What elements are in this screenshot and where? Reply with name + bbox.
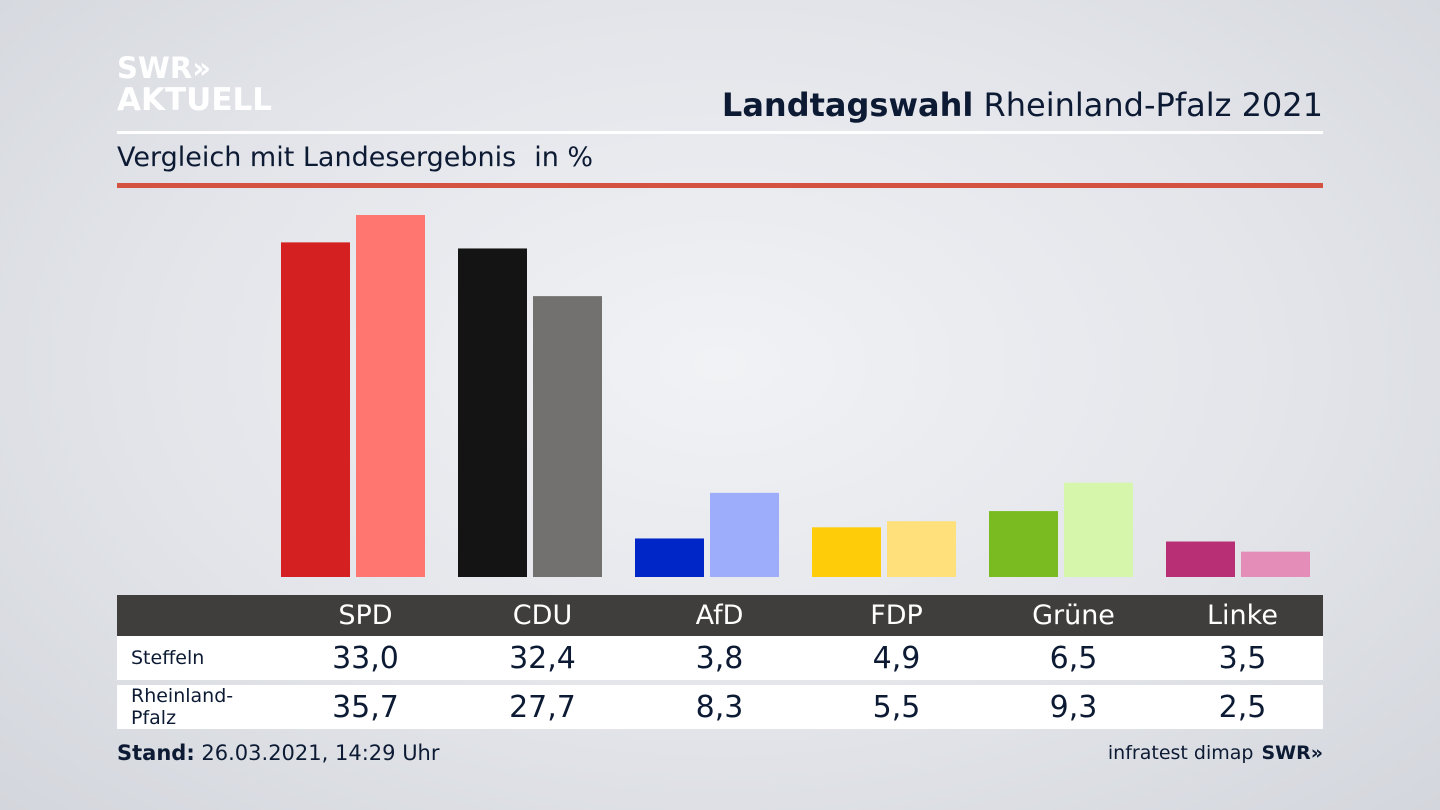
value-cell: 33,0 bbox=[277, 636, 454, 680]
title-bold: Landtagswahl bbox=[721, 86, 974, 124]
party-header: FDP bbox=[808, 595, 985, 636]
value-cell: 6,5 bbox=[985, 636, 1162, 680]
swr-aktuell-logo: SWR» AKTUELL bbox=[117, 54, 272, 116]
bar-spd-local bbox=[281, 242, 350, 577]
timestamp: Stand: 26.03.2021, 14:29 Uhr bbox=[117, 741, 440, 765]
party-header: SPD bbox=[277, 595, 454, 636]
chart-subtitle: Vergleich mit Landesergebnis in % bbox=[117, 142, 593, 173]
value-cell: 27,7 bbox=[454, 685, 631, 729]
value-cell: 3,8 bbox=[631, 636, 808, 680]
bar-grüne-state bbox=[1064, 482, 1133, 577]
value-cell: 35,7 bbox=[277, 685, 454, 729]
bar-chart bbox=[281, 215, 1310, 577]
party-header: AfD bbox=[631, 595, 808, 636]
value-cell: 3,5 bbox=[1162, 636, 1323, 680]
stand-label: Stand: bbox=[117, 741, 195, 765]
value-cell: 9,3 bbox=[985, 685, 1162, 729]
results-table: SPD CDU AfD FDP Grüne Linke Steffeln 33,… bbox=[117, 595, 1323, 729]
swr-small-logo: SWR» bbox=[1261, 742, 1323, 764]
bar-cdu-state bbox=[533, 296, 602, 577]
title-rest: Rheinland-Pfalz 2021 bbox=[983, 86, 1323, 124]
party-header: Grüne bbox=[985, 595, 1162, 636]
row-label: Rheinland-Pfalz bbox=[117, 685, 277, 729]
party-header: CDU bbox=[454, 595, 631, 636]
value-cell: 8,3 bbox=[631, 685, 808, 729]
bar-afd-local bbox=[635, 538, 704, 577]
page-title: Landtagswahl Rheinland-Pfalz 2021 bbox=[722, 86, 1323, 124]
value-cell: 2,5 bbox=[1162, 685, 1323, 729]
source-credit: infratest dimap SWR» bbox=[1108, 742, 1323, 764]
bar-fdp-local bbox=[812, 527, 881, 577]
bar-cdu-local bbox=[458, 248, 527, 577]
party-header: Linke bbox=[1162, 595, 1323, 636]
subtitle-text: Vergleich mit Landesergebnis bbox=[117, 142, 517, 173]
logo-line-2: AKTUELL bbox=[117, 82, 273, 118]
table-row: Steffeln 33,0 32,4 3,8 4,9 6,5 3,5 bbox=[117, 636, 1323, 680]
accent-divider bbox=[117, 183, 1323, 188]
bar-linke-local bbox=[1166, 541, 1235, 577]
row-label: Steffeln bbox=[117, 636, 277, 680]
value-cell: 5,5 bbox=[808, 685, 985, 729]
bar-grüne-local bbox=[989, 511, 1058, 577]
source-name: infratest dimap bbox=[1107, 742, 1254, 764]
logo-line-1: SWR» bbox=[117, 51, 211, 85]
bar-linke-state bbox=[1241, 551, 1310, 577]
value-cell: 32,4 bbox=[454, 636, 631, 680]
header-divider bbox=[117, 131, 1323, 134]
table-row: Rheinland-Pfalz 35,7 27,7 8,3 5,5 9,3 2,… bbox=[117, 685, 1323, 729]
bar-spd-state bbox=[356, 215, 425, 577]
table-header-row: SPD CDU AfD FDP Grüne Linke bbox=[117, 595, 1323, 636]
bar-fdp-state bbox=[887, 521, 956, 577]
value-cell: 4,9 bbox=[808, 636, 985, 680]
subtitle-unit: in % bbox=[534, 142, 594, 173]
header-empty-cell bbox=[117, 595, 277, 636]
bar-afd-state bbox=[710, 492, 779, 577]
stand-value: 26.03.2021, 14:29 Uhr bbox=[201, 741, 440, 765]
